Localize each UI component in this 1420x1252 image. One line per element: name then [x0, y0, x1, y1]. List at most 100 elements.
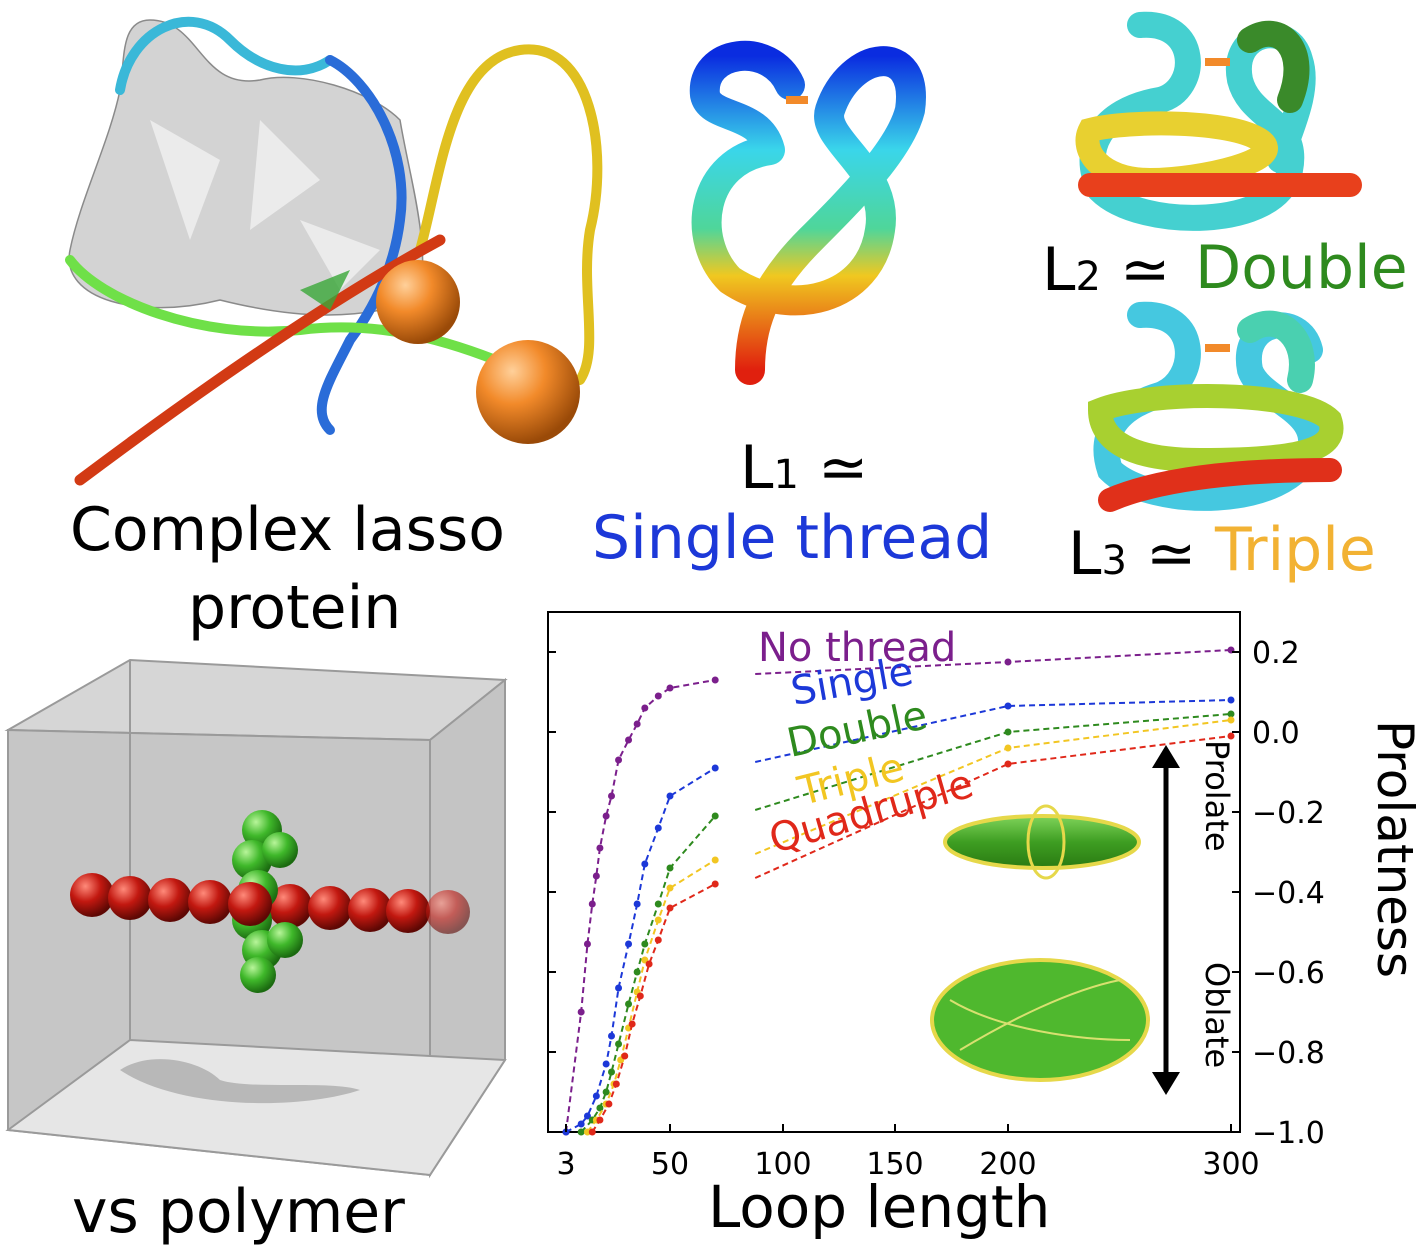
series-1-point-6: [615, 984, 623, 992]
knot-l3-approx: ≃: [1145, 519, 1197, 589]
series-0-point-8: [615, 756, 623, 764]
series-1-point-4: [602, 1060, 610, 1068]
series-2-point-4: [608, 1068, 616, 1076]
series-2-point-5: [615, 1040, 623, 1048]
series-4-point-1: [596, 1116, 604, 1124]
lasso-cysteine-sphere-2: [476, 340, 580, 444]
series-3-point-0: [583, 1128, 591, 1136]
prolatness-chart: 3 50 100 150 200 300 0.2 0.0 −0.2 −0.4 −0.6 −0.8 −1.…: [547, 611, 1325, 1182]
series-line-0: [565, 679, 716, 1133]
series-0-point-6: [602, 812, 610, 820]
lasso-backbone-red: [74, 234, 446, 486]
series-4-point-10: [711, 880, 719, 888]
knot-l3-tube-green: [1087, 384, 1344, 473]
knot-l1-label: L1 ≃: [740, 438, 868, 498]
series-2-point-12: [1004, 728, 1012, 736]
lasso-protein-illustration: [65, 16, 603, 486]
y-tick-label-4: −0.6: [1252, 956, 1325, 991]
y-tick-label-5: −0.8: [1252, 1036, 1325, 1071]
y-tick-label-1: 0.0: [1252, 716, 1300, 751]
series-2-point-10: [666, 864, 674, 872]
series-4-point-5: [628, 1020, 636, 1028]
knot-l2-symbol: L: [1042, 235, 1076, 305]
y-tick-label-3: −0.4: [1252, 876, 1325, 911]
series-2-point-0: [577, 1128, 585, 1136]
lasso-backbone-cyan: [115, 16, 335, 95]
series-2-point-2: [596, 1104, 604, 1112]
series-0-point-2: [583, 940, 591, 948]
box-top-face: [4, 658, 508, 742]
lasso-surface-mesh: [68, 19, 424, 316]
series-4-point-9: [666, 904, 674, 912]
lasso-backbone-yellow: [415, 44, 603, 385]
series-0-point-10: [633, 720, 641, 728]
series-4-point-3: [612, 1080, 620, 1088]
box-shadow: [120, 1059, 360, 1104]
series-0-point-1: [577, 1008, 585, 1016]
series-0-point-9: [625, 736, 633, 744]
series-2-point-7: [633, 968, 641, 976]
lasso-caption-line1: Complex lasso: [70, 495, 505, 565]
knot-l3-illustration: [1087, 301, 1344, 512]
prolate-oblate-arrow: [1152, 745, 1180, 1095]
series-tail-4: [754, 735, 1232, 879]
oblate-ellipsoid-icon: [930, 958, 1150, 1082]
series-3-point-8: [654, 916, 662, 924]
series-1-point-13: [1004, 702, 1012, 710]
series-1-point-8: [633, 900, 641, 908]
knot-l2-illustration: [1075, 11, 1362, 231]
series-1-point-11: [666, 792, 674, 800]
chart-ticks-layer: 3 50 100 150 200 300 0.2 0.0 −0.2 −0.4 −0.6 −0.8 −1.…: [548, 636, 1325, 1182]
polymer-threaded-bead: [228, 882, 272, 926]
x-tick-label-0: 3: [556, 1147, 575, 1182]
series-4-point-0: [588, 1128, 596, 1136]
series-line-1: [565, 767, 716, 1133]
knot-l2-tube-yellow: [1075, 111, 1278, 193]
knot-l3-name: Triple: [1215, 515, 1376, 585]
series-3-point-11: [1004, 744, 1012, 752]
series-2-point-13: [1227, 710, 1235, 718]
series-4-point-4: [621, 1052, 629, 1060]
knot-l1-name: Single thread: [592, 503, 993, 573]
y-tick-label-0: 0.2: [1252, 636, 1300, 671]
series-4-point-2: [605, 1100, 613, 1108]
x-tick-label-4: 200: [979, 1147, 1036, 1182]
y-tick-label-6: −1.0: [1252, 1116, 1325, 1151]
knot-l3-subscript: 3: [1101, 538, 1127, 584]
knot-l3-tube-cyan: [1093, 301, 1325, 511]
series-0-point-15: [1004, 658, 1012, 666]
series-4-point-11: [1004, 760, 1012, 768]
x-tick-label-5: 300: [1202, 1147, 1259, 1182]
series-3-point-9: [666, 884, 674, 892]
series-label-no-thread: No thread: [758, 625, 957, 671]
x-tick-label-2: 100: [754, 1147, 811, 1182]
series-2-point-9: [654, 900, 662, 908]
knot-l2-tube-green: [1237, 20, 1310, 113]
polymer-red-chain: [70, 873, 470, 934]
series-1-point-14: [1227, 696, 1235, 704]
chart-x-axis-title: Loop length: [708, 1173, 1051, 1241]
series-0-point-11: [641, 704, 649, 712]
lasso-minimal-surface: [300, 270, 350, 310]
series-2-point-6: [625, 1000, 633, 1008]
oblate-label: Oblate: [1198, 962, 1236, 1069]
series-0-point-4: [592, 872, 600, 880]
knot-l3-tube-red: [1098, 458, 1342, 512]
series-0-point-7: [608, 792, 616, 800]
lasso-backbone-blue: [316, 55, 407, 435]
series-4-point-8: [654, 936, 662, 944]
series-1-point-5: [608, 1032, 616, 1040]
knot-l2-approx: ≃: [1119, 235, 1171, 305]
series-1-point-12: [711, 764, 719, 772]
series-0-point-14: [711, 676, 719, 684]
lasso-mesh-facets: [150, 120, 380, 290]
lasso-cysteine-sphere-1: [376, 260, 460, 344]
chart-y-axis-title: Prolatness: [1366, 720, 1420, 979]
knot-l3-tube-teal: [1237, 310, 1315, 393]
series-3-point-10: [711, 856, 719, 864]
knot-l2-label: L2 ≃: [1042, 240, 1170, 300]
chart-series-layer: [562, 646, 1235, 1136]
knot-l2-subscript: 2: [1075, 254, 1101, 300]
knot-l3-label: L3 ≃: [1068, 524, 1196, 584]
